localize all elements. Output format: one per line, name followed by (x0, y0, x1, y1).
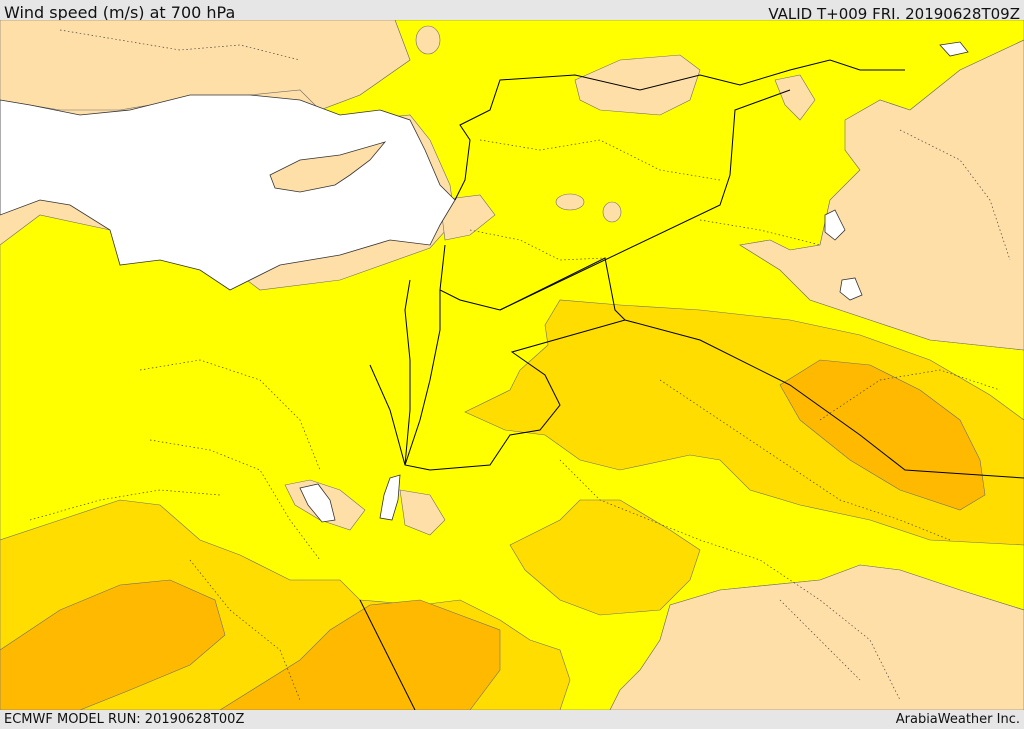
model-run: ECMWF MODEL RUN: 20190628T00Z (4, 712, 245, 727)
calm-patch-northwest (0, 20, 411, 111)
valid-time: VALID T+009 FRI. 20190628T09Z (768, 5, 1020, 23)
map-title: Wind speed (m/s) at 700 hPa (4, 3, 236, 22)
cyprus (269, 141, 387, 193)
calm-patch-northeast (774, 74, 816, 121)
wind-field-level-3-east (779, 359, 986, 511)
wind-field-level-2-central (509, 499, 701, 616)
footer-bar: ECMWF MODEL RUN: 20190628T00Z ArabiaWeat… (0, 710, 1024, 729)
calm-patch-east (739, 39, 1024, 351)
calm-patch-syria-2 (602, 201, 622, 223)
mediterranean-sea (0, 94, 456, 291)
political-borders (359, 59, 1024, 710)
gulf-of-aqaba (379, 474, 401, 521)
calm-patch-syria-1 (555, 193, 585, 211)
calm-patch-southeast (609, 564, 1024, 710)
wind-field-level-3-south (219, 599, 501, 710)
gulf-of-suez (299, 483, 336, 523)
calm-patch-levant-coast (439, 194, 496, 241)
wind-speed-map (0, 20, 1024, 710)
lake-north (939, 41, 969, 57)
header-bar: Wind speed (m/s) at 700 hPa VALID T+009 … (0, 0, 1024, 23)
wind-field-level-2-east (464, 299, 1024, 546)
lake-urmia (839, 277, 863, 301)
calm-patch-turkey-1 (415, 25, 441, 55)
wind-field-level-3-southwest (0, 579, 226, 710)
province-lines (29, 29, 1011, 701)
lake-van (824, 209, 846, 241)
calm-patch-north (574, 54, 701, 116)
credit-text: ArabiaWeather Inc. (895, 712, 1020, 727)
calm-patch-aqaba (399, 489, 446, 536)
